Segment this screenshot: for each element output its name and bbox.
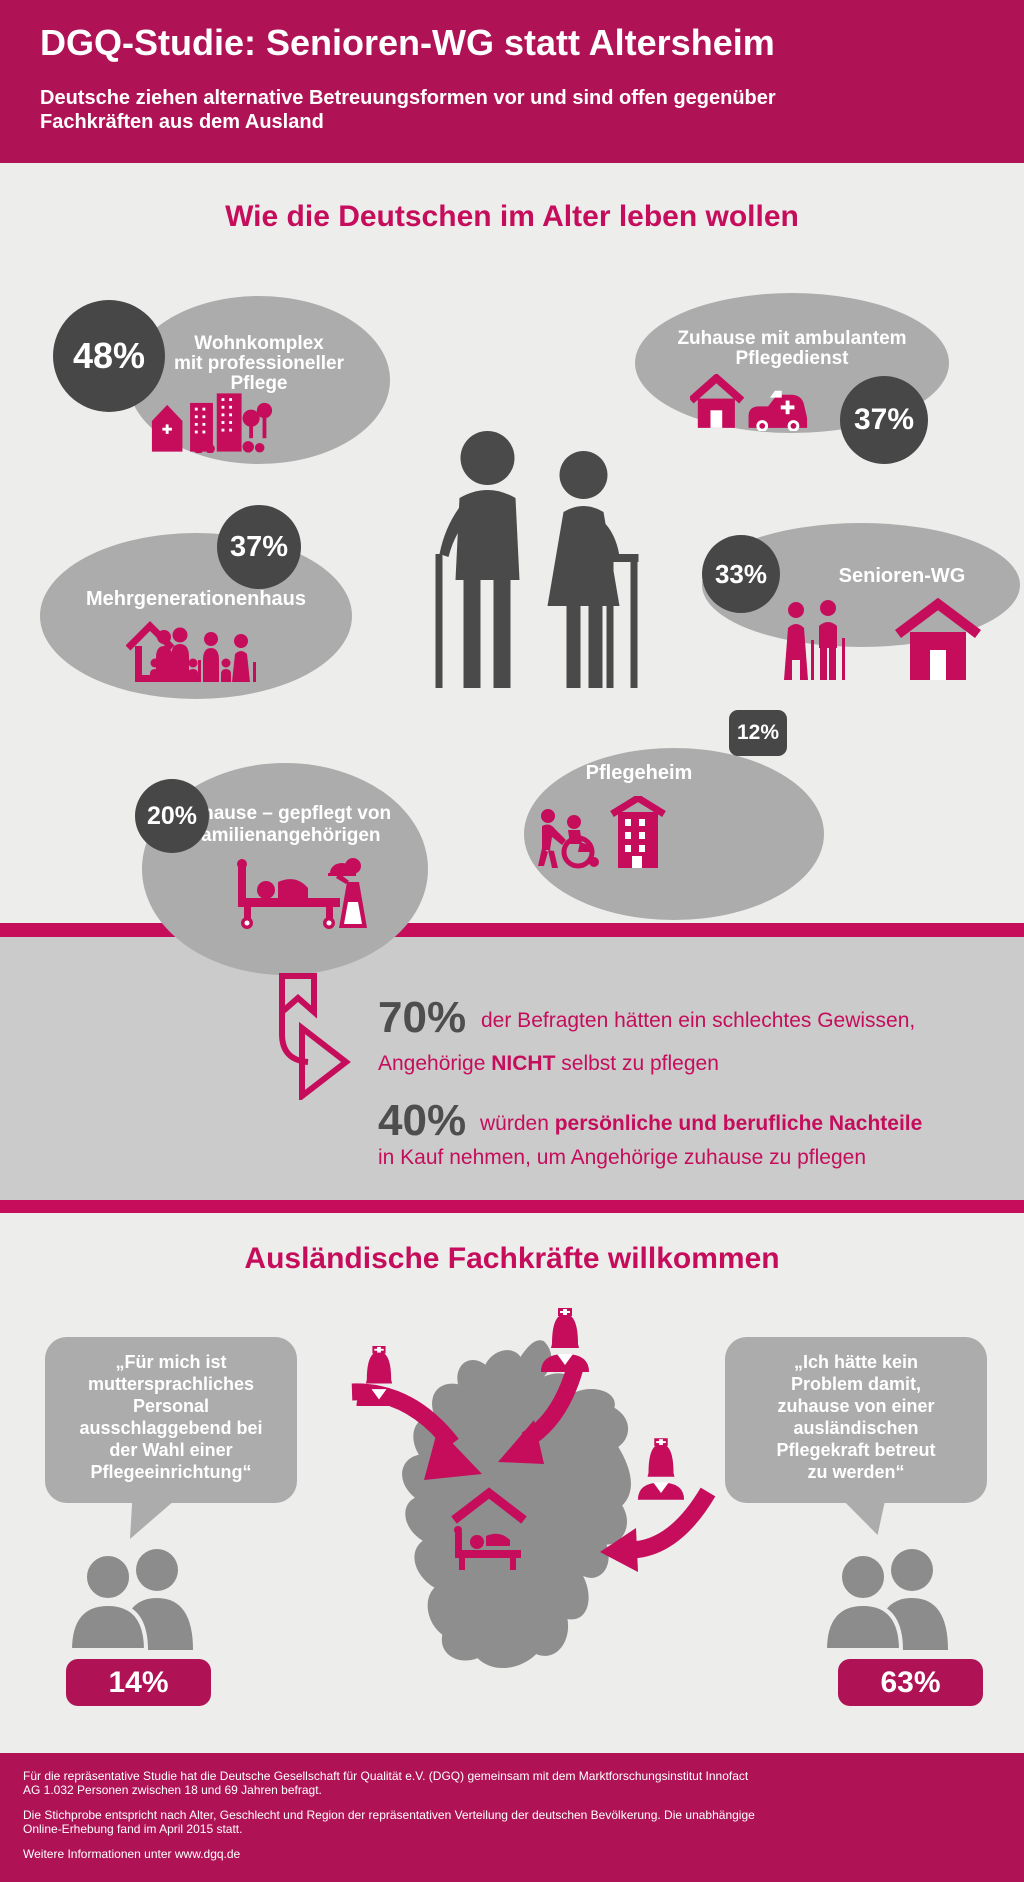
nurse-icon	[637, 1438, 685, 1500]
badge-14-percent: 14%	[66, 1659, 211, 1706]
header: DGQ-Studie: Senioren-WG statt Altersheim…	[0, 0, 1024, 163]
percent-badge-wohnkomplex: 48%	[53, 300, 165, 412]
double-arrow-icon	[279, 973, 351, 1100]
bubble-label: Senioren-WG	[838, 565, 966, 587]
speech-tail	[830, 1487, 888, 1535]
dgq-link[interactable]: www.dgq.de	[174, 1847, 241, 1861]
section-title-foreign: Ausländische Fachkräfte willkommen	[244, 1242, 780, 1275]
percent-badge-senioren-wg: 33%	[702, 535, 780, 613]
stat-70-percent-text: Angehörige NICHT selbst zu pflegen	[378, 1052, 719, 1075]
bubble-label: Zuhause mit ambulantem Pflegedienst	[677, 328, 907, 369]
stat-40-percent-text: würden persönliche und berufliche Nachte…	[480, 1112, 923, 1135]
header-subtitle: Deutsche ziehen alternative Betreuungsfo…	[40, 86, 776, 134]
migration-arrows-icon	[351, 1365, 716, 1572]
quote-bubble-right: „Ich hätte kein Problem damit, zuhause v…	[725, 1337, 987, 1503]
bed-maid-icon	[237, 858, 367, 929]
stat-40-percent-text: in Kauf nehmen, um Angehörige zuhause zu…	[378, 1146, 867, 1169]
seniors-couple-house-icon	[784, 598, 981, 680]
wheelchair-building-icon	[538, 796, 666, 869]
stat-70-percent-text: der Befragten hätten ein schlechtes Gewi…	[481, 1009, 916, 1032]
badge-63-percent: 63%	[838, 1659, 983, 1706]
elderly-couple-icon	[435, 431, 639, 688]
germany-map	[402, 1340, 631, 1669]
nurse-icon	[541, 1308, 589, 1372]
footer-sample-info: Die Stichprobe entspricht nach Alter, Ge…	[23, 1808, 755, 1836]
city-icon	[151, 393, 273, 453]
percent-badge-mehrgenerationenhaus: 37%	[217, 505, 301, 589]
home-care-bed-icon	[451, 1487, 527, 1570]
stats-band	[0, 937, 1024, 1200]
bubble-label: Mehrgenerationenhaus	[85, 588, 307, 610]
percent-badge-zuhause-familie: 20%	[135, 779, 209, 853]
footer-study-info: Für die repräsentative Studie hat die De…	[23, 1769, 749, 1797]
family-house-icon	[126, 621, 256, 682]
section-title-living: Wie die Deutschen im Alter leben wollen	[225, 200, 799, 233]
header-subtitle-line: Deutsche ziehen alternative Betreuungsfo…	[40, 87, 776, 109]
stat-40-percent-value: 40%	[378, 1096, 467, 1145]
percent-badge-pflegeheim: 12%	[729, 710, 787, 756]
bubble-label: Wohnkomplex mit professioneller Pflege	[174, 333, 344, 394]
nurse-icon	[356, 1346, 402, 1406]
percent-badge-zuhause-ambulant: 37%	[840, 376, 928, 464]
footer-more-info: Weitere Informationen unter www.dgq.de	[23, 1847, 241, 1861]
bubble-label: Zuhause – gepflegt von Familienangehörig…	[178, 803, 392, 846]
bubble-label: Pflegeheim	[585, 762, 693, 784]
people-pair-icon	[67, 1549, 193, 1650]
stat-70-percent-value: 70%	[378, 993, 467, 1042]
divider-line	[0, 1200, 1024, 1213]
divider-line	[0, 923, 1024, 937]
people-pair-icon	[822, 1549, 948, 1650]
house-ambulance-icon	[690, 374, 808, 431]
footer: Für die repräsentative Studie hat die De…	[0, 1753, 1024, 1882]
quote-bubble-left: „Für mich ist muttersprachliches Persona…	[45, 1337, 297, 1503]
page-title: DGQ-Studie: Senioren-WG statt Altersheim	[40, 22, 775, 63]
header-subtitle-line: Fachkräften aus dem Ausland	[40, 111, 324, 133]
